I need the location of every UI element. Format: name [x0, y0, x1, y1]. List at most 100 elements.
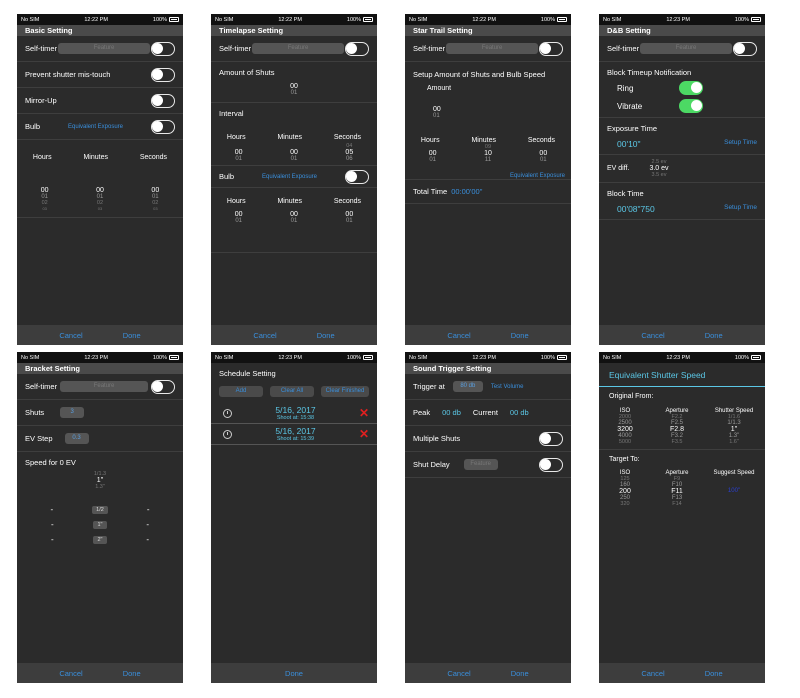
amount-picker[interactable]: 00 01 [405, 92, 571, 119]
trigger-selector[interactable]: 80 db [452, 381, 483, 392]
picker-value: 2500 [618, 420, 632, 426]
bracket-value[interactable]: 2" [93, 535, 107, 544]
bottom-bar: Cancel Done [17, 663, 183, 683]
page-title: Basic Setting [17, 25, 183, 36]
delay-button[interactable]: Feature [463, 459, 498, 470]
picker-value: 01 [235, 156, 242, 162]
self-timer-toggle[interactable] [345, 41, 369, 56]
self-timer-button[interactable]: Feature [446, 43, 539, 54]
seconds-picker[interactable]: 04 05 06 [345, 143, 353, 162]
bulb-toggle[interactable] [151, 119, 175, 134]
suggest-header: Suggest Speed [713, 470, 755, 476]
phone-equivalent-shutter: No SIM 12:23 PM 100% Equivalent Shutter … [599, 352, 765, 683]
picker-value: 00 [290, 149, 298, 156]
cancel-button[interactable]: Cancel [641, 330, 665, 340]
minutes-header: Minutes [277, 198, 302, 205]
multiple-toggle[interactable] [539, 431, 563, 446]
page-title: Star Trail Setting [405, 25, 571, 36]
self-timer-button[interactable]: Feature [58, 43, 151, 54]
done-button[interactable]: Done [510, 668, 529, 678]
cancel-button[interactable]: Cancel [59, 668, 83, 678]
vibrate-toggle[interactable] [679, 99, 703, 113]
hours-picker[interactable]: . 00 01 [235, 143, 243, 162]
target-label: Target To: [609, 456, 640, 463]
schedule-item[interactable]: 5/16, 2017 Shoot at: 15:39 ✕ [211, 424, 377, 445]
prevent-toggle[interactable] [151, 67, 175, 82]
done-button[interactable]: Done [704, 668, 723, 678]
seconds-header: Seconds [333, 134, 362, 141]
minutes-picker[interactable]: . 00 01 [290, 143, 298, 162]
setup-time-button[interactable]: Setup Time [724, 139, 757, 146]
hours-picker[interactable]: 00 01 02 03 [41, 187, 49, 211]
self-timer-button[interactable]: Feature [60, 381, 149, 392]
self-timer-toggle[interactable] [539, 41, 563, 56]
original-picker[interactable]: 2000 F2.2 1/1.6 2500 F2.5 1/1.3 3200 F2.8 1" 4… [599, 414, 765, 450]
hours-picker[interactable]: 00 01 [235, 211, 243, 224]
equiv-exposure-link[interactable]: Equivalent Exposure [67, 123, 124, 130]
time: 12:23 PM [472, 354, 496, 361]
notify-label: Block Timeup Notification [607, 68, 692, 77]
hours-picker[interactable]: . 00 01 [429, 144, 437, 163]
schedule-toolbar: Add Clear All Clear Finished [211, 378, 377, 401]
time-picker[interactable]: 00 01 02 03 00 01 02 03 00 01 02 03 [17, 187, 183, 218]
picker-value: 01 [539, 157, 547, 163]
ev-step-selector[interactable]: 0.3 [64, 433, 89, 444]
ev-diff-picker[interactable]: 2.5 ev 3.0 ev 3.5 ev [649, 159, 668, 178]
delay-toggle[interactable] [539, 457, 563, 472]
self-timer-toggle[interactable] [151, 379, 175, 394]
bulb-picker[interactable]: 00 01 00 01 00 01 [211, 211, 377, 253]
status-bar: No SIM 12:23 PM 100% [599, 14, 765, 25]
seconds-picker[interactable]: 00 01 02 03 [151, 187, 159, 211]
cancel-button[interactable]: Cancel [447, 668, 471, 678]
picker-value: 03 [97, 206, 103, 211]
equiv-exposure-link[interactable]: Equivalent Exposure [261, 173, 318, 180]
carrier: No SIM [215, 16, 234, 23]
block-time-value: 00'08"750 [617, 204, 655, 214]
cancel-button[interactable]: Cancel [59, 330, 83, 340]
self-timer-button[interactable]: Feature [252, 43, 345, 54]
delete-icon[interactable]: ✕ [358, 427, 369, 441]
cancel-button[interactable]: Cancel [447, 330, 471, 340]
schedule-item-text: 5/16, 2017 Shoot at: 15:38 [275, 405, 315, 421]
ring-toggle[interactable] [679, 81, 703, 95]
minutes-picker[interactable]: 09 10 11 [484, 144, 492, 163]
test-volume-button[interactable]: Test Volume [490, 383, 524, 390]
carrier: No SIM [603, 354, 622, 361]
self-timer-button[interactable]: Feature [640, 43, 733, 54]
done-button[interactable]: Done [316, 330, 335, 340]
schedule-item[interactable]: 5/16, 2017 Shoot at: 15:38 ✕ [211, 401, 377, 424]
done-button[interactable]: Done [285, 668, 303, 678]
seconds-picker[interactable]: . 00 01 [539, 144, 547, 163]
bulb-toggle[interactable] [345, 169, 369, 184]
speed-picker[interactable]: 1/1.3 1" 1.3" [17, 467, 183, 490]
setup-time-button[interactable]: Setup Time [724, 204, 757, 211]
done-button[interactable]: Done [510, 330, 529, 340]
phone-sound-trigger-setting: No SIM 12:23 PM 100% Sound Trigger Setti… [405, 352, 571, 683]
self-timer-label: Self-timer [607, 44, 640, 53]
add-button[interactable]: Add [219, 386, 263, 397]
delete-icon[interactable]: ✕ [358, 406, 369, 420]
minutes-picker[interactable]: 00 01 [290, 211, 298, 224]
done-button[interactable]: Done [704, 330, 723, 340]
done-button[interactable]: Done [122, 330, 141, 340]
done-button[interactable]: Done [122, 668, 141, 678]
interval-picker[interactable]: . 00 01 . 00 01 04 05 06 [211, 141, 377, 166]
clear-finished-button[interactable]: Clear Finished [321, 386, 369, 397]
cancel-button[interactable]: Cancel [253, 330, 277, 340]
clear-all-button[interactable]: Clear All [270, 386, 314, 397]
picker-value: 01 [433, 113, 440, 119]
page-title: Bracket Setting [17, 363, 183, 374]
bracket-value[interactable]: 1/2 [92, 505, 108, 514]
target-picker[interactable]: 125 F9 160 F10 200 F11 100" 250 F13 320 F14 [599, 476, 765, 507]
equiv-exposure-link[interactable]: Equivalent Exposure [405, 163, 571, 180]
shuts-selector[interactable]: 3 [60, 407, 85, 418]
self-timer-toggle[interactable] [151, 41, 175, 56]
mirror-toggle[interactable] [151, 93, 175, 108]
amount-picker[interactable]: 00 01 [211, 77, 377, 103]
seconds-picker[interactable]: 00 01 [345, 211, 353, 224]
self-timer-toggle[interactable] [733, 41, 757, 56]
hms-picker[interactable]: . 00 01 09 10 11 . 00 01 [405, 144, 571, 163]
cancel-button[interactable]: Cancel [641, 668, 665, 678]
minutes-picker[interactable]: 00 01 02 03 [96, 187, 104, 211]
bracket-value[interactable]: 1" [93, 520, 107, 529]
